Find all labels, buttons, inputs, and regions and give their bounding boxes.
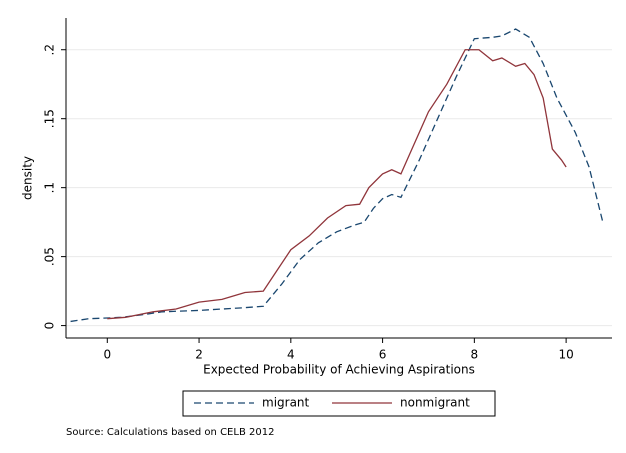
y-tick-label: .1: [43, 182, 57, 193]
y-tick-label: .2: [43, 44, 57, 55]
x-tick-label: 2: [195, 348, 203, 362]
x-tick-label: 0: [103, 348, 111, 362]
note: Source: Calculations based on CELB 2012: [66, 427, 274, 438]
y-tick-label: .05: [43, 247, 57, 266]
y-tick-label: 0: [43, 322, 57, 330]
x-tick-label: 10: [558, 348, 573, 362]
x-axis-label: Expected Probability of Achieving Aspira…: [203, 363, 475, 377]
x-tick-label: 4: [287, 348, 295, 362]
series-line: [70, 28, 604, 323]
series-line: [107, 49, 567, 320]
legend-label: nonmigrant: [400, 396, 470, 410]
y-axis-label: density: [21, 156, 35, 200]
x-tick-label: 8: [471, 348, 479, 362]
legend-label: migrant: [262, 396, 310, 410]
y-tick-label: .15: [43, 109, 57, 128]
x-tick-label: 6: [379, 348, 387, 362]
